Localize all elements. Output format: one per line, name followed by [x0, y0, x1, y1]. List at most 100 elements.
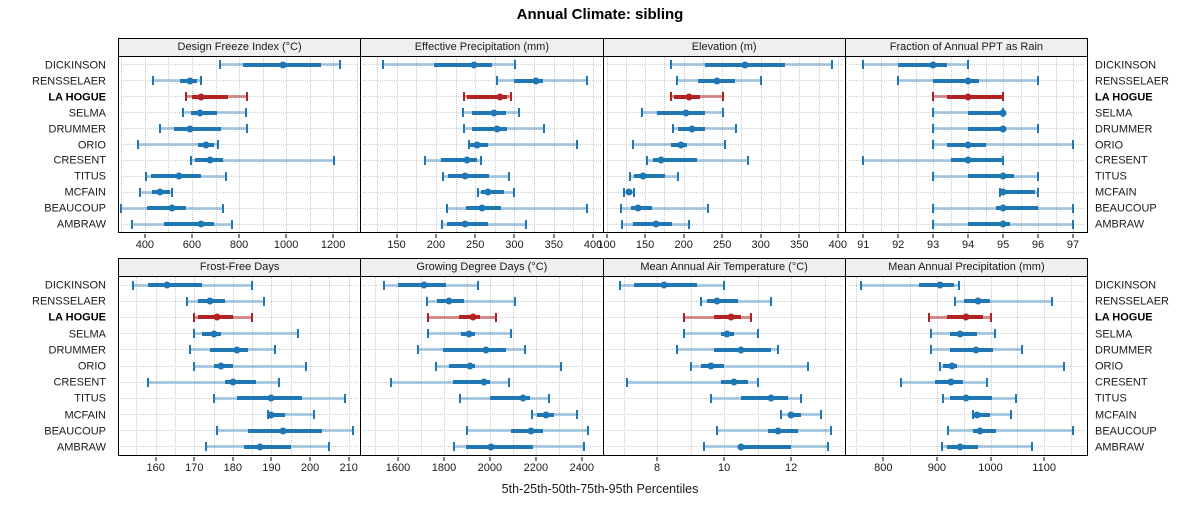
axis-tick-label: 250	[466, 239, 485, 251]
median-dot	[267, 394, 275, 402]
whisker-cap-95th	[1072, 140, 1074, 149]
range-25th-75th	[440, 158, 477, 163]
axis-tick-label: 94	[961, 239, 975, 251]
row-guide-line	[847, 207, 1085, 209]
axis-tick-label: 95	[996, 239, 1010, 251]
whisker-cap-5th	[159, 124, 162, 134]
minor-gridline	[845, 57, 847, 232]
whisker-cap-95th	[251, 280, 254, 290]
axis-tick-label: 200	[674, 239, 693, 251]
row-guide-line	[121, 112, 359, 114]
whisker-cap-95th	[1015, 393, 1018, 403]
axis-tick-label: 160	[146, 462, 165, 474]
whisker-cap-95th	[723, 280, 726, 290]
median-dot	[962, 394, 970, 402]
median-dot	[196, 109, 204, 117]
whisker-cap-5th	[946, 426, 949, 436]
axis-tick	[798, 234, 800, 238]
range-25th-75th	[968, 126, 1004, 131]
site-label-drummer: DRUMMER	[48, 123, 106, 136]
row-guide-line	[605, 446, 843, 448]
axis-tick-label: 300	[505, 239, 524, 251]
whisker-cap-95th	[509, 92, 512, 102]
axis-tick-label: 190	[262, 462, 281, 474]
whisker-cap-5th	[496, 76, 499, 86]
whisker-cap-95th	[1010, 410, 1013, 420]
whisker-cap-5th	[417, 345, 419, 355]
median-dot	[202, 141, 210, 148]
whisker-cap-5th	[193, 312, 196, 322]
whisker-cap-5th	[131, 280, 134, 290]
panel-plot-effective-precipitation-mm: 150 200 250 300 350 400	[361, 57, 602, 251]
range-25th-75th	[448, 364, 476, 368]
whisker-cap-95th	[770, 296, 773, 306]
axis-tick	[581, 457, 583, 461]
range-25th-75th	[269, 412, 285, 417]
axis-tick-label: 180	[223, 462, 243, 474]
median-dot	[168, 204, 176, 212]
axis-tick-label: 8	[654, 462, 661, 474]
whisker-cap-95th	[1072, 219, 1074, 229]
whisker-cap-95th	[480, 155, 483, 165]
whisker-cap-95th	[1050, 296, 1053, 306]
panel-header-growing-degree-days-c: Growing Degree Days (°C)	[361, 259, 603, 277]
median-dot	[956, 443, 964, 451]
axis-tick-label: 1800	[431, 462, 457, 474]
axis-tick	[193, 457, 195, 461]
axis-tick	[721, 234, 723, 238]
panel-plot-elevation-m: 100 150 200 250 300 350 400	[597, 57, 847, 251]
median-dot	[197, 93, 205, 101]
axis-tick-label: 92	[892, 239, 905, 251]
axis-tick-label: 800	[874, 462, 893, 474]
range-25th-75th	[209, 347, 249, 352]
whisker-cap-5th	[463, 124, 466, 134]
whisker-cap-95th	[1063, 361, 1066, 371]
axis-tick-label: 1100	[1032, 462, 1056, 474]
axis-tick-label: 96	[1031, 239, 1045, 251]
median-dot	[186, 125, 194, 133]
site-label-orio: ORIO	[1095, 360, 1124, 373]
whisker-cap-5th	[862, 155, 865, 165]
site-label-drummer: DRUMMER	[1095, 123, 1153, 136]
whisker-cap-95th	[575, 140, 578, 149]
median-dot	[964, 77, 972, 85]
whisker-cap-5th	[216, 426, 219, 436]
median-dot	[639, 172, 647, 180]
site-label-rensselaer: RENSSELAER	[1095, 75, 1169, 88]
row-guide-line	[121, 159, 359, 161]
axis-tick-label: 400	[828, 239, 847, 251]
whisker-cap-95th	[1037, 124, 1040, 134]
whisker-cap-95th	[967, 60, 970, 70]
axis-tick-label: 400	[583, 239, 603, 251]
whisker-cap-5th	[780, 410, 783, 420]
row-guide-line	[121, 80, 359, 82]
site-label-selma: SELMA	[1095, 328, 1133, 341]
panel-header-mean-annual-precipitation-mm: Mean Annual Precipitation (mm)	[845, 259, 1087, 277]
whisker-cap-95th	[759, 76, 762, 86]
panel-effective-precipitation-mm: Effective Precipitation (mm) 150 200 250 300…	[360, 39, 603, 251]
range-25th-75th	[740, 396, 788, 401]
whisker-cap-95th	[1037, 187, 1040, 197]
whisker-cap-95th	[820, 410, 823, 420]
range-25th-75th	[707, 299, 738, 304]
axis-tick-label: 1000	[978, 462, 1003, 474]
row-guide-line	[847, 365, 1085, 367]
whisker-cap-95th	[221, 203, 224, 213]
whisker-cap-5th	[441, 171, 444, 181]
row-guide-line	[121, 333, 359, 335]
axis-tick	[760, 234, 762, 238]
row-guide-line	[363, 430, 601, 432]
site-label-la-hogue: LA HOGUE	[48, 311, 106, 324]
top-panel-band: DICKINSON RENSSELAER LA HOGUE SELMA DRUMMER O…	[0, 38, 1200, 254]
range-5th-95th	[940, 364, 1065, 368]
whisker-cap-95th	[547, 393, 550, 403]
row-guide-line	[605, 175, 843, 177]
axis-tick	[882, 457, 884, 461]
axis-tick	[396, 234, 398, 238]
whisker-cap-95th	[721, 108, 724, 118]
range-25th-75th	[996, 206, 1039, 211]
median-dot	[496, 93, 504, 101]
whisker-cap-95th	[688, 219, 691, 229]
site-label-ambraw: AMBRAW	[1095, 218, 1145, 231]
whisker-cap-5th	[463, 92, 466, 102]
